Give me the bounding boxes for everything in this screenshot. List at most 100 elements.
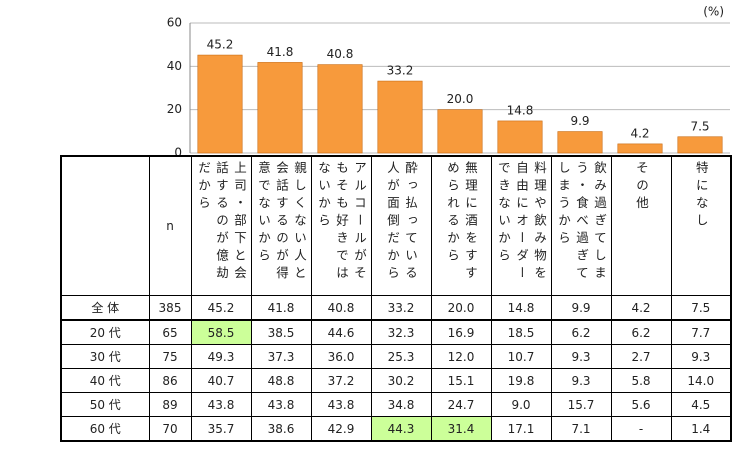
value-cell: 20.0 [430,295,492,321]
category-header: 親しくない人と会話するのが得意でないから [250,155,312,296]
value-cell: 48.8 [250,368,312,393]
row-label: 30 代 [60,344,150,369]
value-cell: 4.5 [670,392,732,417]
value-cell: 40.7 [190,368,252,393]
data-table: n 上司・部下と会話するのが億劫だから 親しくない人と会話するのが得意でないから アル… [60,155,732,442]
table-row: 20 代 65 58.5 38.5 44.6 32.3 16.9 18.5 6.2 6.2 7.7 [60,319,732,345]
header-row: n 上司・部下と会話するのが億劫だから 親しくない人と会話するのが得意でないから アル… [60,155,732,296]
value-cell: 43.8 [310,392,372,417]
row-label: 50 代 [60,392,150,417]
value-label: 7.5 [690,119,709,133]
category-label: アルコールがそもそも好きではないから [316,161,367,284]
row-label: 40 代 [60,368,150,393]
value-label: 40.8 [327,47,354,61]
value-cell: 9.3 [550,368,612,393]
table-row: 40 代 86 40.7 48.8 37.2 30.2 15.1 19.8 9.3 5.8 14.0 [60,368,732,393]
value-cell: 30.2 [370,368,432,393]
value-cell: 49.3 [190,344,252,369]
category-header: 無理に酒をすすめられるから [430,155,492,296]
category-header: その他 [610,155,672,296]
value-cell: 4.2 [610,295,672,321]
value-label: 9.9 [570,114,589,128]
category-header: 上司・部下と会話するのが億劫だから [190,155,252,296]
value-cell: 6.2 [610,319,672,345]
value-cell: 14.0 [670,368,732,393]
value-cell: 15.7 [550,392,612,417]
value-cell: 44.6 [310,319,372,345]
value-cell: 16.9 [430,319,492,345]
value-cell: 38.6 [250,416,312,442]
value-label: 41.8 [267,45,294,59]
value-cell: 42.9 [310,416,372,442]
value-cell: 9.3 [670,344,732,369]
bar [257,62,303,154]
value-cell: 12.0 [430,344,492,369]
value-cell: 34.8 [370,392,432,417]
category-label: 料理や飲み物を自由にオーダーできないから [496,161,547,284]
value-cell: 40.8 [310,295,372,321]
value-cell: 7.5 [670,295,732,321]
value-cell: 36.0 [310,344,372,369]
table-row: 50 代 89 43.8 43.8 43.8 34.8 24.7 9.0 15.7 5.6 4.5 [60,392,732,417]
value-cell: 41.8 [250,295,312,321]
value-cell: 58.5 [190,319,252,345]
chart: (%) 0 20 40 60 45.2 41.8 40.8 33.2 20.0 14.8 9.9 4.… [167,5,730,160]
bar [317,64,363,154]
category-label: 上司・部下と会話するのが億劫だから [196,161,247,284]
value-cell: 6.2 [550,319,612,345]
value-cell: 1.4 [670,416,732,442]
value-label: 45.2 [207,38,234,52]
y-tick-label: 20 [167,102,182,116]
value-cell: 15.1 [430,368,492,393]
value-cell: 7.1 [550,416,612,442]
n-cell: 385 [148,295,192,321]
category-label: 親しくない人と会話するのが得意でないから [256,161,307,284]
value-cell: 17.1 [490,416,552,442]
bar [617,143,663,154]
category-header: 料理や飲み物を自由にオーダーできないから [490,155,552,296]
category-header: 飲み過ぎてしまう・食べ過ぎてしまうから [550,155,612,296]
value-cell: 44.3 [370,416,432,442]
value-cell: 24.7 [430,392,492,417]
table-row: 60 代 70 35.7 38.6 42.9 44.3 31.4 17.1 7.1-1.4 [60,416,732,442]
value-cell: 37.3 [250,344,312,369]
bar [677,136,723,154]
row-label: 全 体 [60,295,150,321]
n-cell: 89 [148,392,192,417]
value-cell: 38.5 [250,319,312,345]
value-cell: 37.2 [310,368,372,393]
value-cell: 31.4 [430,416,492,442]
bar [377,80,423,154]
bar [197,54,243,154]
value-cell: 43.8 [250,392,312,417]
category-label: 酔っ払っている人が面倒だから [385,161,418,284]
value-cell: 5.8 [610,368,672,393]
value-label: 4.2 [630,126,649,140]
unit-label: (%) [703,5,724,19]
value-cell: 14.8 [490,295,552,321]
value-cell: 5.6 [610,392,672,417]
category-label: 特になし [693,161,709,231]
value-cell: 2.7 [610,344,672,369]
n-cell: 86 [148,368,192,393]
n-cell: 70 [148,416,192,442]
bar [497,120,543,154]
category-header: 酔っ払っている人が面倒だから [370,155,432,296]
value-cell: 9.3 [550,344,612,369]
value-cell: 32.3 [370,319,432,345]
value-label: 14.8 [507,103,534,117]
value-cell: 7.7 [670,319,732,345]
corner-cell [60,155,150,296]
value-label: 33.2 [387,64,414,78]
y-tick-label: 0 [174,146,182,160]
category-header: 特になし [670,155,732,296]
value-label: 20.0 [447,92,474,106]
value-cell: 9.0 [490,392,552,417]
bar [437,109,483,154]
value-cell: 10.7 [490,344,552,369]
value-cell: 45.2 [190,295,252,321]
value-cell: - [610,416,672,442]
table-row: 30 代 75 49.3 37.3 36.0 25.3 12.0 10.7 9.3 2.7 9.3 [60,344,732,369]
category-label: 無理に酒をすすめられるから [445,161,478,284]
value-cell: 25.3 [370,344,432,369]
